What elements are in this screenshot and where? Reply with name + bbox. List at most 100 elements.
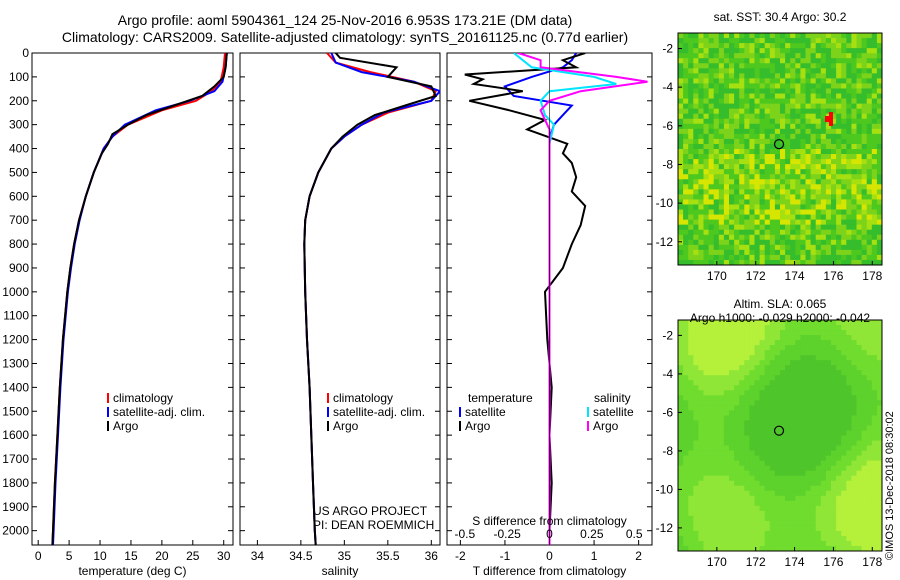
map-cell [729,520,735,527]
map-cell [846,510,852,517]
map-cell [739,234,745,241]
map-cell [846,149,852,155]
map-cell [810,545,817,552]
map-cell [851,425,857,431]
map-cell [729,470,735,477]
map-cell [693,113,699,120]
map-cell [790,470,796,477]
map-cell [790,345,796,351]
map-cell [780,108,786,115]
map-cell [769,149,776,155]
map-cell [825,244,832,251]
map-cell [856,480,863,487]
map-cell [871,204,878,211]
map-cell [754,189,761,195]
map-cell [785,475,791,482]
map-cell [754,380,761,386]
map-cell [861,184,868,190]
map-cell [739,380,745,386]
map-cell [800,154,806,160]
map-cell [693,43,699,49]
map-cell [861,445,868,452]
map-cell [820,194,827,200]
map-cell [713,214,720,221]
map-cell [769,525,776,532]
map-cell [688,535,694,542]
map-cell [698,450,704,457]
map-cell [785,123,791,130]
map-cell [831,118,837,125]
map-cell [825,154,832,160]
map-cell [831,143,837,150]
map-cell [683,475,689,482]
map-cell [861,93,868,100]
map-cell [820,360,827,366]
map-cell [805,530,812,537]
map-cell [846,118,852,125]
map-cell [861,465,868,472]
map-cell [815,320,822,326]
map-cell [708,535,715,542]
y-tick-label: 1900 [2,500,29,514]
map-cell [693,330,699,336]
map-cell [876,485,883,492]
map-cell [820,229,827,236]
map-cell [815,510,822,517]
map-cell [688,365,694,371]
map-cell [815,335,822,341]
map-cell [836,340,842,346]
map-cell [831,58,837,64]
map-cell [769,239,776,246]
map-cell [688,219,694,226]
map-cell [749,375,755,381]
map-cell [785,390,791,396]
top-axis-label: S difference from climatology [472,514,627,528]
map-cell [723,189,730,195]
map-cell [683,420,689,426]
map-cell [785,229,791,236]
map-cell [759,103,766,110]
map-cell [800,345,806,351]
map-cell [678,219,684,226]
map-cell [754,445,761,452]
map-cell [871,98,878,105]
map-cell [744,133,750,140]
map-cell [851,164,857,170]
map-cell [810,199,817,205]
map-cell [795,485,801,492]
map-cell [764,345,771,351]
map-cell [744,103,750,110]
map-cell [723,194,730,200]
map-cell [825,68,832,74]
map-cell [734,380,740,386]
map-cell [739,78,745,84]
map-cell [703,58,710,64]
map-cell [815,445,822,452]
map-cell [774,88,781,95]
map-cell [739,410,745,416]
map-cell [825,365,832,371]
map-cell [764,390,771,396]
map-cell [866,455,873,462]
map-cell [820,515,827,522]
map-cell [800,118,806,125]
map-cell [805,53,812,59]
map-cell [861,350,868,356]
map-cell [759,33,766,39]
map-cell [759,355,766,361]
map-cell [815,53,822,59]
map-cell [876,540,883,547]
map-cell [836,505,842,512]
map-cell [861,123,868,130]
map-cell [785,63,791,69]
map-cell [739,495,745,502]
map-cell [769,390,776,396]
map-cell [729,249,735,256]
map-cell [718,515,725,522]
map-cell [718,194,725,200]
map-cell [769,500,776,507]
map-cell [698,345,704,351]
map-cell [734,520,740,527]
map-cell [851,133,857,140]
map-cell [723,475,730,482]
